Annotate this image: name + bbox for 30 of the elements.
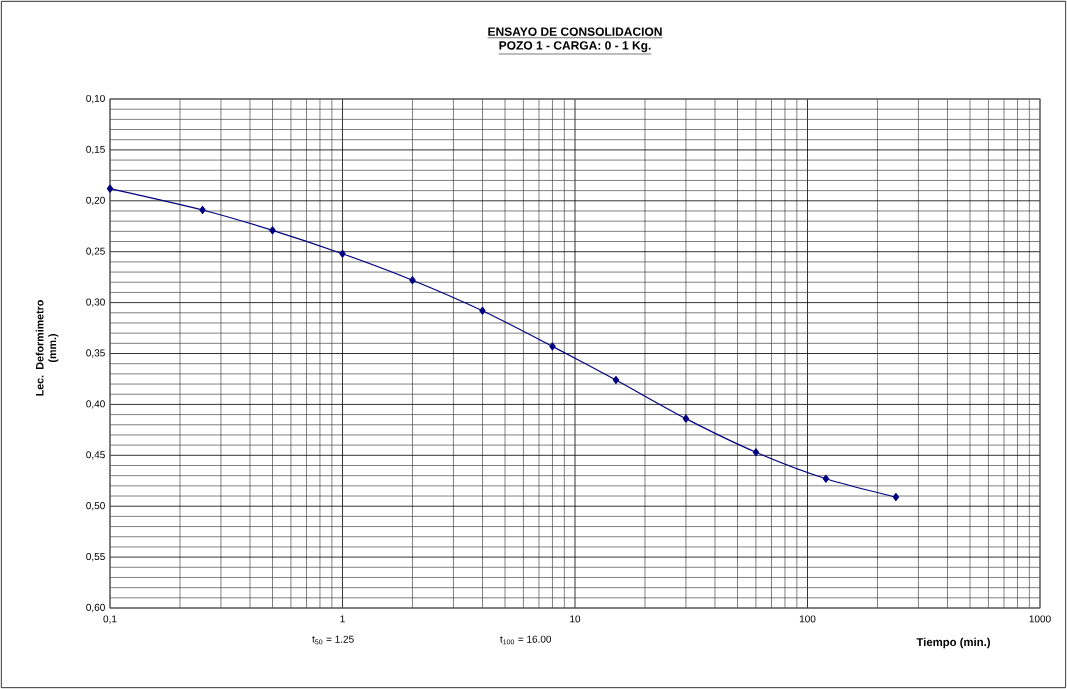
text: t$_{50}$ = 1.25 xyxy=(312,635,354,645)
y-tick-label: 0,25 xyxy=(86,247,105,256)
y-tick-label: 0,35 xyxy=(86,349,105,358)
point xyxy=(822,474,830,483)
chart-subtitle: POZO 1 - CARGA: 0 - 1 Kg. xyxy=(499,41,651,53)
y-tick-label: 0,15 xyxy=(86,145,105,155)
point xyxy=(892,492,900,502)
y-tick-label: 0,20 xyxy=(86,196,105,205)
x-tick-label: 1000 xyxy=(1029,615,1051,623)
point xyxy=(752,448,760,457)
x-tick-label: 0,1 xyxy=(103,615,117,624)
text: t$_{100}$ = 16.00 xyxy=(500,635,552,645)
point xyxy=(199,205,206,215)
x-tick-label: 10 xyxy=(570,615,581,623)
point xyxy=(339,249,346,258)
y-axis-title: Lec. Deformimetro (mm.) xyxy=(35,300,59,396)
x-axis-title: Tiempo (min.) xyxy=(916,637,990,649)
x-tick-label: 1 xyxy=(340,615,345,623)
point xyxy=(269,226,276,235)
y-tick-label: 0,60 xyxy=(86,603,105,613)
y-tick-label: 0,45 xyxy=(86,451,105,460)
chart-title: ENSAYO DE CONSOLIDACION xyxy=(488,27,662,36)
y-tick-label: 0,55 xyxy=(86,552,105,562)
y-tick-label: 0,30 xyxy=(86,298,105,307)
y-tick-label: 0,40 xyxy=(86,400,105,409)
x-tick-label: 100 xyxy=(799,615,816,623)
y-tick-label: 0,50 xyxy=(86,502,105,511)
point xyxy=(409,276,416,285)
y-tick-label: 0,10 xyxy=(86,94,105,104)
point xyxy=(682,414,690,423)
